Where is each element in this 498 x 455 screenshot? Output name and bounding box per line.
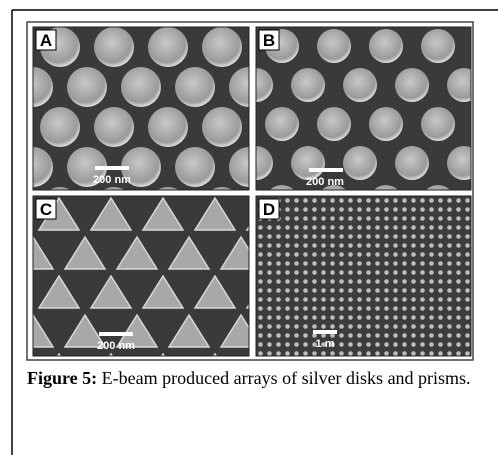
panel-image [33,27,249,190]
scale-bar [309,168,343,172]
panel-label: D [263,200,275,219]
scale-bar [313,330,337,334]
caption: Figure 5: E-beam produced arrays of silv… [27,366,473,390]
caption-label: Figure 5: [27,368,97,388]
panel-image [256,27,471,190]
scale-bar-label: 200 nm [97,340,135,352]
scale-bar-label: 1 m [316,338,335,350]
caption-text: E-beam produced arrays of silver disks a… [102,368,471,388]
scale-bar-label: 200 nm [306,176,344,188]
scale-bar [99,332,133,336]
scale-bar-label: 200 nm [93,174,131,186]
panel-image [33,196,249,356]
panel-label: C [40,200,52,219]
panel-label: B [263,31,275,50]
scale-bar [95,166,129,170]
page: A B C D 200 nm 200 nm 200 nm 1 m Figure … [0,0,498,455]
panel-label: A [40,31,52,50]
panel-image [256,196,471,356]
